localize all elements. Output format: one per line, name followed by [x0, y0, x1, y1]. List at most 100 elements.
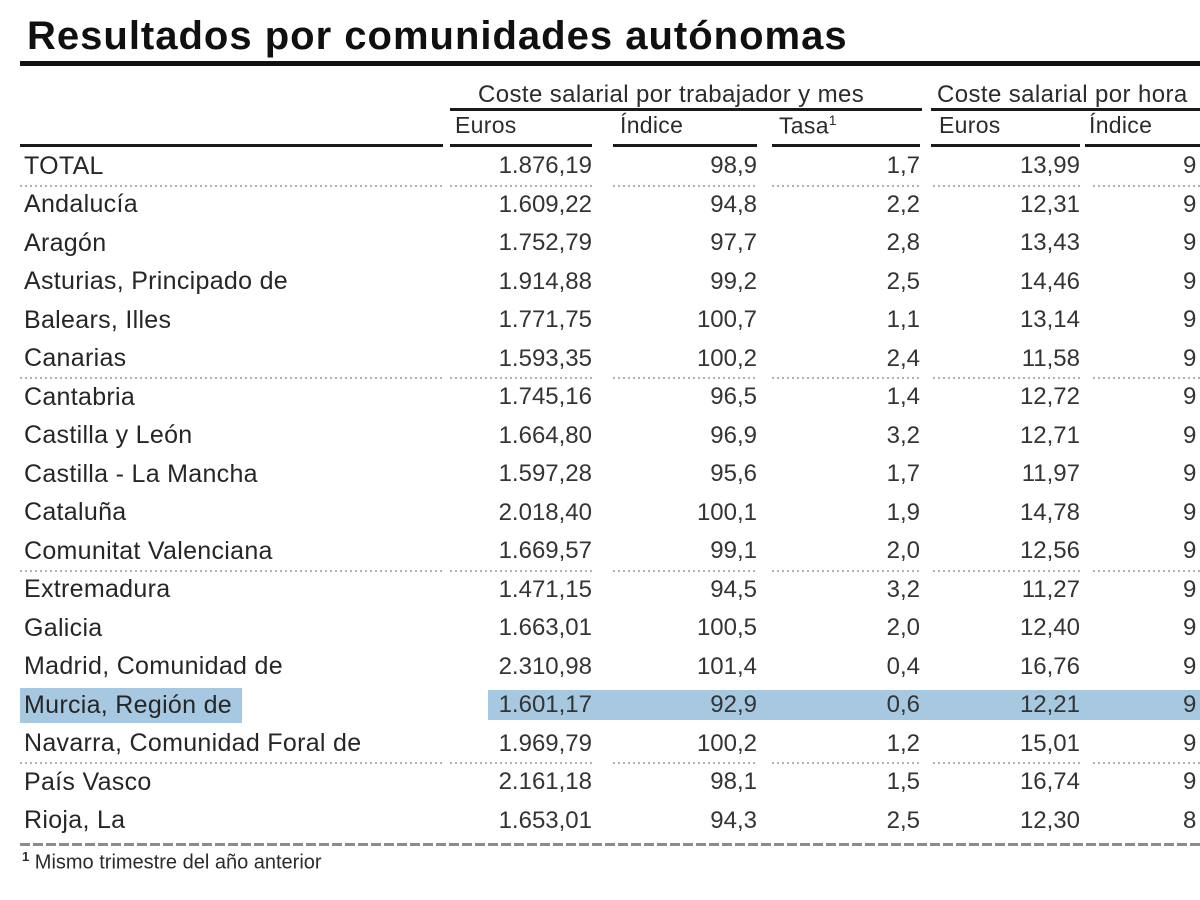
euros-mes-value: 1.597,28 [498, 460, 592, 488]
region-cell: Asturias, Principado de [0, 267, 450, 296]
row-values: 2.018,40 100,1 1,9 14,78 9 [450, 498, 1200, 528]
indice-mes-value: 100,7 [696, 306, 757, 334]
region-cell: Murcia, Región de [0, 687, 450, 723]
indice-hora-partial-value: 9 [1183, 729, 1197, 757]
region-name: Canarias [24, 344, 127, 373]
euros-mes-value: 2.310,98 [498, 652, 592, 680]
row-values: 1.601,17 92,9 0,6 12,21 9 [450, 690, 1200, 721]
euros-mes-value: 1.771,75 [498, 306, 592, 334]
tasa-footnote-marker: 1 [828, 112, 837, 128]
tasa-label: Tasa [779, 112, 829, 139]
euros-mes-value: 1.609,22 [498, 190, 592, 218]
table-row-highlighted: Murcia, Región de 1.601,17 92,9 0,6 12,2… [0, 686, 1200, 725]
row-values: 1.914,88 99,2 2,5 14,46 9 [450, 267, 1200, 297]
indice-hora-partial-value: 8 [1183, 806, 1197, 834]
table-row: Aragón 1.752,79 97,7 2,8 13,43 9 [0, 224, 1200, 263]
header-rule-euros-mes [450, 144, 592, 147]
indice-mes-value: 100,5 [696, 614, 757, 642]
table-row: Castilla y León 1.664,80 96,9 3,2 12,71 … [0, 417, 1200, 456]
euros-hora-value: 14,78 [1019, 498, 1080, 526]
row-values: 1.771,75 100,7 1,1 13,14 9 [450, 305, 1200, 335]
region-name: Madrid, Comunidad de [24, 652, 283, 681]
region-cell: Madrid, Comunidad de [0, 652, 450, 681]
indice-hora-partial-value: 9 [1183, 267, 1197, 295]
indice-hora-partial-value: 9 [1183, 306, 1197, 334]
tasa-value: 0,6 [886, 691, 920, 719]
region-name: Comunitat Valenciana [24, 536, 273, 565]
indice-hora-partial-value: 9 [1183, 537, 1197, 565]
tasa-value: 0,4 [886, 652, 920, 680]
column-header-indice-mes: Índice [620, 112, 684, 138]
indice-hora-partial-value: 9 [1183, 498, 1197, 526]
region-cell: Rioja, La [0, 806, 450, 835]
tasa-value: 2,5 [886, 267, 920, 295]
region-cell: Extremadura [0, 575, 450, 604]
group-header-rule-left [450, 108, 922, 111]
table-row: Rioja, La 1.653,01 94,3 2,5 12,30 8 [0, 802, 1200, 841]
row-values: 1.593,35 100,2 2,4 11,58 9 [450, 344, 1200, 374]
table-row: Madrid, Comunidad de 2.310,98 101,4 0,4 … [0, 648, 1200, 687]
indice-mes-value: 96,5 [710, 383, 757, 411]
euros-hora-value: 11,97 [1021, 460, 1080, 488]
row-values: 1.664,80 96,9 3,2 12,71 9 [450, 421, 1200, 451]
tasa-value: 2,0 [886, 614, 920, 642]
tasa-value: 3,2 [886, 575, 920, 603]
row-values: 1.597,28 95,6 1,7 11,97 9 [450, 459, 1200, 489]
indice-mes-value: 99,2 [710, 267, 757, 295]
tasa-value: 2,0 [886, 537, 920, 565]
region-cell: Balears, Illes [0, 306, 450, 335]
region-cell: Castilla y León [0, 421, 450, 450]
tasa-value: 1,7 [886, 152, 920, 180]
footnote-marker: 1 [22, 849, 30, 864]
indice-mes-value: 95,6 [710, 460, 757, 488]
euros-hora-value: 15,01 [1019, 729, 1080, 757]
indice-hora-partial-value: 9 [1183, 575, 1197, 603]
region-name: Cataluña [24, 498, 127, 527]
region-name: TOTAL [24, 151, 104, 180]
region-cell: Aragón [0, 229, 450, 258]
table-row: Andalucía 1.609,22 94,8 2,2 12,31 9 [0, 186, 1200, 225]
euros-hora-value: 13,99 [1019, 152, 1080, 180]
euros-mes-value: 1.593,35 [498, 344, 592, 372]
table-row: País Vasco 2.161,18 98,1 1,5 16,74 9 [0, 763, 1200, 802]
euros-hora-value: 14,46 [1019, 267, 1080, 295]
indice-hora-partial-value: 9 [1183, 344, 1197, 372]
region-cell: Galicia [0, 614, 450, 643]
header-rule-indice-mes [613, 144, 757, 147]
indice-mes-value: 94,8 [710, 190, 757, 218]
tasa-value: 2,8 [886, 229, 920, 257]
tasa-value: 1,7 [886, 460, 920, 488]
region-name: Andalucía [24, 190, 138, 219]
euros-mes-value: 1.653,01 [498, 806, 592, 834]
table-body: TOTAL 1.876,19 98,9 1,7 13,99 9 Andalucí… [0, 147, 1200, 840]
table-row: Galicia 1.663,01 100,5 2,0 12,40 9 [0, 609, 1200, 648]
region-cell: Canarias [0, 344, 450, 373]
euros-mes-value: 1.471,15 [498, 575, 592, 603]
euros-hora-value: 12,30 [1019, 806, 1080, 834]
indice-mes-value: 98,1 [710, 768, 757, 796]
euros-hora-value: 12,72 [1019, 383, 1080, 411]
indice-hora-partial-value: 9 [1183, 229, 1197, 257]
euros-hora-value: 12,40 [1019, 614, 1080, 642]
tasa-value: 1,2 [886, 729, 920, 757]
footnote-text: Mismo trimestre del año anterior [34, 851, 322, 874]
indice-hora-partial-value: 9 [1183, 152, 1197, 180]
euros-hora-value: 13,43 [1019, 229, 1080, 257]
region-name: Castilla - La Mancha [24, 459, 258, 488]
table-row: Navarra, Comunidad Foral de 1.969,79 100… [0, 725, 1200, 764]
region-cell: Andalucía [0, 190, 450, 219]
group-header-coste-mes: Coste salarial por trabajador y mes [478, 81, 865, 108]
indice-hora-partial-value: 9 [1183, 421, 1197, 449]
region-cell: Cataluña [0, 498, 450, 527]
group-header-coste-hora: Coste salarial por hora [937, 81, 1188, 108]
tasa-value: 1,9 [886, 498, 920, 526]
tasa-value: 2,2 [886, 190, 920, 218]
indice-hora-partial-value: 9 [1183, 614, 1197, 642]
indice-hora-partial-value: 9 [1183, 652, 1197, 680]
header-rule-euros-hora [931, 144, 1080, 147]
region-cell: Navarra, Comunidad Foral de [0, 729, 450, 758]
table-row: Balears, Illes 1.771,75 100,7 1,1 13,14 … [0, 301, 1200, 340]
region-cell: TOTAL [0, 152, 450, 181]
row-values: 1.969,79 100,2 1,2 15,01 9 [450, 729, 1200, 759]
table-row: Cantabria 1.745,16 96,5 1,4 12,72 9 [0, 378, 1200, 417]
